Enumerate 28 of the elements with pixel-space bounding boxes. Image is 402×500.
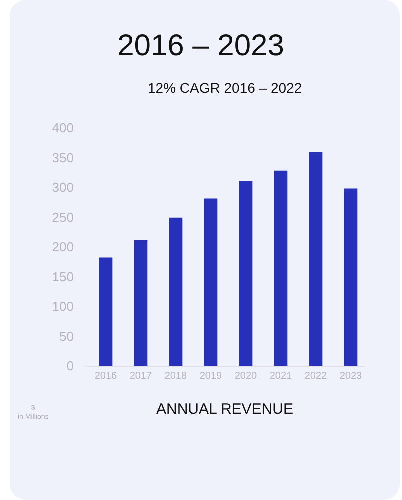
y-tick-label: 150 <box>52 269 74 284</box>
x-tick-label: 2018 <box>164 371 188 382</box>
y-tick-label: 200 <box>52 240 74 255</box>
x-tick-label: 2020 <box>234 371 258 382</box>
y-tick-label: 0 <box>66 358 74 374</box>
y-tick-label: 350 <box>52 150 74 166</box>
x-tick-label: 2017 <box>130 371 153 382</box>
y-tick-label: 100 <box>52 299 74 314</box>
bar <box>134 240 148 366</box>
bar <box>169 218 183 366</box>
x-axis-title: ANNUAL REVENUE <box>156 401 294 418</box>
chart-subtitle: 12% CAGR 2016 – 2022 <box>148 80 302 96</box>
y-tick-label: 300 <box>52 180 74 196</box>
x-tick-label: 2016 <box>94 371 118 382</box>
y-tick-label: 50 <box>60 328 74 344</box>
x-tick-label: 2022 <box>304 371 328 382</box>
y-tick-label: 250 <box>52 210 74 225</box>
bar <box>274 170 288 366</box>
y-tick-label: 400 <box>52 120 74 136</box>
bar <box>309 152 323 366</box>
x-tick-label: 2021 <box>270 371 293 382</box>
bar <box>204 198 218 366</box>
chart-title: 2016 – 2023 <box>118 30 284 62</box>
x-tick-label: 2019 <box>200 371 223 382</box>
bar <box>239 182 253 366</box>
bar <box>99 258 113 366</box>
bar <box>344 188 358 366</box>
x-tick-label: 2023 <box>340 371 363 382</box>
